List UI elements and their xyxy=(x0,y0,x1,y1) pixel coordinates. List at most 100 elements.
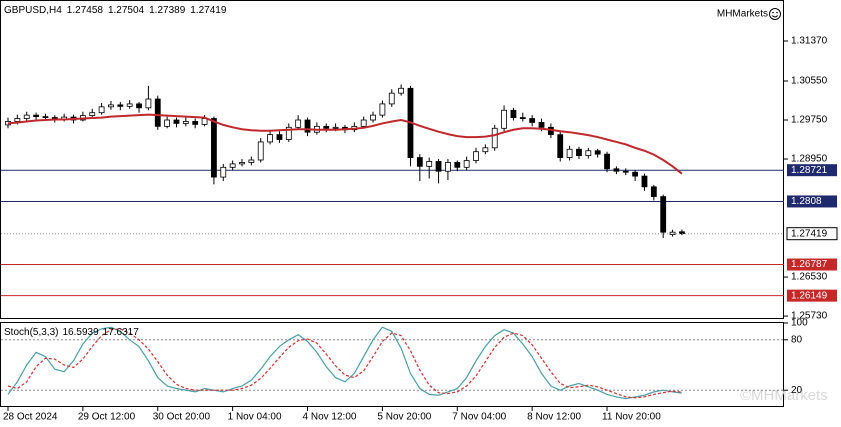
candle-body xyxy=(416,157,423,167)
candle-body xyxy=(248,159,255,163)
candle-body xyxy=(323,125,330,129)
candle-body xyxy=(538,122,545,128)
level-label: 1.26787 xyxy=(791,259,828,270)
header-ohlc: 1.27419 xyxy=(190,5,227,16)
candle-body xyxy=(117,104,124,107)
level-label-box xyxy=(787,289,837,302)
x-tick-label: 1 Nov 04:00 xyxy=(228,412,282,423)
y-tick-label: 1.30550 xyxy=(791,76,828,87)
y-tick-label: 1.26530 xyxy=(791,272,828,283)
candle-body xyxy=(201,118,208,125)
symbol: GBPUSD,H4 xyxy=(4,5,62,16)
moving-average xyxy=(7,113,683,175)
candle-body xyxy=(650,186,657,197)
candle-body xyxy=(576,148,582,157)
candle-body xyxy=(332,126,339,129)
candle-body xyxy=(398,87,405,94)
level-label-box xyxy=(787,258,837,271)
candle-body xyxy=(239,162,245,165)
header-ohlc: 1.27458 xyxy=(67,5,104,16)
candle-body xyxy=(426,161,433,167)
level-label: 1.28721 xyxy=(791,165,828,176)
price-label: 1.27419 xyxy=(791,228,828,239)
candle-body xyxy=(14,118,21,122)
candle-body xyxy=(42,116,49,118)
candle-body xyxy=(211,118,217,178)
header-ohlc: 1.27504 xyxy=(108,5,145,16)
candle-body xyxy=(491,127,498,149)
stoch-line xyxy=(7,326,682,400)
candle-body xyxy=(276,134,283,140)
candle-body xyxy=(613,168,620,172)
x-tick-label: 11 Nov 20:00 xyxy=(602,412,661,423)
y-tick-label: 1.28950 xyxy=(791,154,828,165)
candle-body xyxy=(285,126,292,140)
candle-body xyxy=(566,148,573,158)
indicator-name: Stoch(5,3,3) xyxy=(4,327,58,338)
candle-body xyxy=(126,103,133,107)
x-tick-label: 5 Nov 20:00 xyxy=(377,412,431,423)
candle-body xyxy=(445,162,451,172)
candle-body xyxy=(360,119,367,127)
candle-body xyxy=(519,117,526,119)
candle-body xyxy=(641,175,648,188)
brand: MHMarkets xyxy=(717,9,768,20)
candle-body xyxy=(98,106,105,114)
y-tick-label: 1.29750 xyxy=(791,115,828,126)
candle-body xyxy=(89,112,96,117)
x-tick-label: 7 Nov 04:00 xyxy=(452,412,506,423)
price-label-box xyxy=(786,227,838,241)
candle-body xyxy=(529,118,536,123)
level-label: 1.2808 xyxy=(791,196,822,207)
candle-body xyxy=(23,114,30,119)
candle-body xyxy=(173,119,180,124)
header-ohlc: 1.27389 xyxy=(149,5,186,16)
indicator-value: 17.6317 xyxy=(103,327,140,338)
y-tick-label: 20 xyxy=(791,385,803,396)
candle-body xyxy=(220,166,227,178)
candle-body xyxy=(304,119,311,133)
candle-body xyxy=(33,114,39,117)
candle-body xyxy=(454,162,461,168)
candle-body xyxy=(463,160,470,168)
candle-body xyxy=(192,121,199,125)
candle-body xyxy=(182,121,189,124)
candle-body xyxy=(388,92,395,105)
candle-body xyxy=(632,171,639,177)
candle-body xyxy=(622,170,629,173)
candle-body xyxy=(154,98,161,127)
y-tick-label: 100 xyxy=(791,318,808,329)
x-tick-label: 4 Nov 12:00 xyxy=(303,412,357,423)
x-tick-label: 29 Oct 12:00 xyxy=(78,412,136,423)
candle-body xyxy=(501,109,507,129)
y-tick-label: 1.25730 xyxy=(791,311,828,322)
candle-body xyxy=(679,231,685,235)
candle-body xyxy=(108,104,114,108)
candle-body xyxy=(482,147,489,153)
y-tick-label: 80 xyxy=(791,334,803,345)
candle-body xyxy=(435,161,442,172)
candle-body xyxy=(136,103,142,109)
indicator-value: 16.5939 xyxy=(62,327,99,338)
chart-header: GBPUSD,H4 1.27458 1.27504 1.27389 1.27419 xyxy=(4,5,227,16)
candle-body xyxy=(594,150,601,155)
x-tick-label: 30 Oct 20:00 xyxy=(153,412,211,423)
candle-body xyxy=(585,150,592,157)
level-label-box xyxy=(787,195,837,208)
candle-body xyxy=(557,134,564,158)
x-tick-label: 28 Oct 2024 xyxy=(3,412,58,423)
candle-body xyxy=(370,114,376,121)
x-tick-label: 8 Nov 12:00 xyxy=(527,412,581,423)
candle-body xyxy=(379,103,386,116)
candle-body xyxy=(660,196,667,233)
y-tick-label: 1.31370 xyxy=(791,36,828,47)
candle-body xyxy=(604,153,610,170)
level-label-box xyxy=(787,164,837,177)
candle-body xyxy=(267,134,273,143)
candle-body xyxy=(145,98,152,109)
price-panel xyxy=(0,0,784,319)
stoch-header: Stoch(5,3,3) 16.5939 17.6317 xyxy=(4,327,139,338)
candle-body xyxy=(164,119,171,127)
candle-body xyxy=(229,163,236,168)
